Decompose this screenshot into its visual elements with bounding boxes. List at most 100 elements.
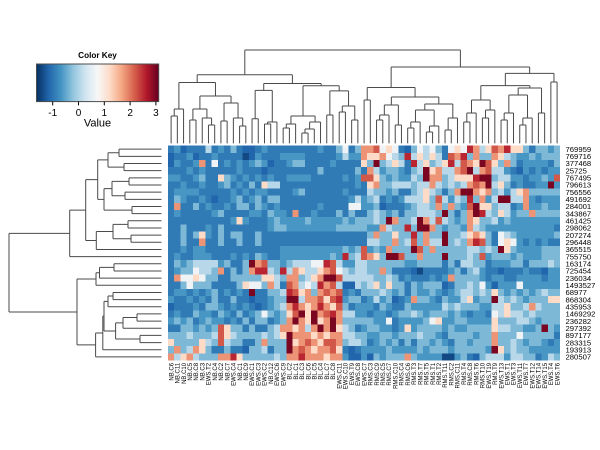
svg-text:236034: 236034 — [566, 274, 592, 283]
svg-text:NB.C10: NB.C10 — [182, 362, 188, 384]
svg-text:EWS.T9: EWS.T9 — [350, 362, 356, 385]
svg-text:298062: 298062 — [566, 224, 592, 233]
svg-text:EWS.T7: EWS.T7 — [524, 362, 530, 385]
svg-text:163174: 163174 — [566, 260, 592, 269]
svg-text:RMS.C2: RMS.C2 — [449, 362, 455, 385]
svg-text:RMS.C11: RMS.C11 — [456, 362, 462, 388]
svg-text:BL.C7: BL.C7 — [325, 362, 331, 379]
svg-text:EWS.T6: EWS.T6 — [555, 362, 561, 385]
svg-text:0: 0 — [76, 108, 82, 119]
svg-text:NB.C8: NB.C8 — [194, 362, 200, 380]
svg-text:767495: 767495 — [566, 174, 592, 183]
svg-text:EWS.C3: EWS.C3 — [256, 362, 262, 386]
svg-text:EWS.C7: EWS.C7 — [362, 362, 368, 386]
svg-text:NB.C5: NB.C5 — [188, 362, 194, 380]
svg-text:377468: 377468 — [566, 159, 592, 168]
svg-text:EWS.T15: EWS.T15 — [543, 362, 549, 388]
svg-text:RMS.C7: RMS.C7 — [387, 362, 393, 385]
svg-text:EWS.C11: EWS.C11 — [337, 362, 343, 389]
svg-text:BL.C6: BL.C6 — [306, 362, 312, 379]
svg-text:769959: 769959 — [566, 145, 592, 154]
svg-text:1469292: 1469292 — [566, 310, 596, 319]
svg-text:68977: 68977 — [566, 288, 587, 297]
svg-text:NB.C1: NB.C1 — [238, 362, 244, 380]
svg-text:1: 1 — [102, 108, 108, 119]
svg-text:BL.C2: BL.C2 — [288, 362, 294, 379]
svg-text:193913: 193913 — [566, 345, 592, 354]
svg-text:284001: 284001 — [566, 202, 592, 211]
svg-text:NB.C3: NB.C3 — [200, 362, 206, 380]
svg-text:EWS.T1: EWS.T1 — [505, 362, 511, 385]
svg-text:207274: 207274 — [566, 231, 592, 240]
svg-text:RMS.T5: RMS.T5 — [425, 362, 431, 385]
svg-text:3: 3 — [153, 108, 159, 119]
svg-text:EWS.C8: EWS.C8 — [356, 362, 362, 386]
svg-text:EWS.T4: EWS.T4 — [549, 362, 555, 385]
svg-text:283315: 283315 — [566, 338, 592, 347]
svg-text:296448: 296448 — [566, 238, 592, 247]
svg-text:725454: 725454 — [566, 267, 592, 276]
svg-text:RMS.C10: RMS.C10 — [393, 362, 399, 389]
svg-text:NB.C12: NB.C12 — [269, 362, 275, 384]
svg-text:-1: -1 — [48, 108, 57, 119]
svg-text:RMS.C9: RMS.C9 — [375, 362, 381, 385]
svg-text:EWS.T11: EWS.T11 — [518, 362, 524, 388]
svg-text:461425: 461425 — [566, 217, 592, 226]
svg-text:25725: 25725 — [566, 166, 587, 175]
svg-text:RMS.T10: RMS.T10 — [481, 362, 487, 388]
svg-text:297392: 297392 — [566, 324, 592, 333]
svg-text:RMS.C8: RMS.C8 — [468, 362, 474, 385]
svg-text:EWS.T12: EWS.T12 — [530, 362, 536, 388]
svg-text:RMS.T9: RMS.T9 — [493, 362, 499, 385]
svg-text:RMS.T2: RMS.T2 — [437, 362, 443, 385]
svg-text:435953: 435953 — [566, 303, 592, 312]
svg-text:BL.C5: BL.C5 — [313, 362, 319, 379]
svg-text:755750: 755750 — [566, 252, 592, 261]
svg-text:BL.C4: BL.C4 — [319, 362, 325, 379]
svg-text:RMS.C3: RMS.C3 — [369, 362, 375, 385]
svg-text:EWS.C6: EWS.C6 — [275, 362, 281, 386]
svg-text:EWS.C9: EWS.C9 — [281, 362, 287, 386]
svg-text:491692: 491692 — [566, 195, 592, 204]
svg-text:280507: 280507 — [566, 353, 592, 362]
svg-text:769716: 769716 — [566, 152, 592, 161]
svg-text:897177: 897177 — [566, 331, 592, 340]
svg-text:796613: 796613 — [566, 181, 592, 190]
svg-text:NB.C6: NB.C6 — [169, 362, 175, 380]
svg-text:NB.C2: NB.C2 — [219, 362, 225, 380]
svg-text:EWS.C4: EWS.C4 — [232, 362, 238, 386]
svg-text:EWS.C1: EWS.C1 — [250, 362, 256, 386]
svg-text:RMS.T6: RMS.T6 — [474, 362, 480, 385]
svg-text:365515: 365515 — [566, 245, 592, 254]
svg-text:RMS.C4: RMS.C4 — [400, 362, 406, 385]
svg-text:EWS.C10: EWS.C10 — [344, 362, 350, 389]
svg-text:NB.C11: NB.C11 — [176, 362, 182, 383]
svg-text:RMS.T3: RMS.T3 — [412, 362, 418, 385]
svg-text:RMS.T11: RMS.T11 — [443, 362, 449, 388]
svg-text:2: 2 — [127, 108, 133, 119]
svg-text:RMS.T1: RMS.T1 — [431, 362, 437, 385]
svg-text:236282: 236282 — [566, 317, 592, 326]
svg-text:868304: 868304 — [566, 295, 592, 304]
svg-text:EWS.T14: EWS.T14 — [537, 362, 543, 388]
svg-text:EWS.T19: EWS.T19 — [487, 362, 493, 388]
svg-text:NB.C7: NB.C7 — [225, 362, 231, 380]
svg-text:EWS.C2: EWS.C2 — [263, 362, 269, 386]
svg-text:EWS.T13: EWS.T13 — [499, 362, 505, 388]
svg-text:RMS.C6: RMS.C6 — [406, 362, 412, 385]
svg-text:RMS.T4: RMS.T4 — [462, 362, 468, 385]
svg-text:EWS.T3: EWS.T3 — [512, 362, 518, 385]
svg-text:343867: 343867 — [566, 209, 592, 218]
svg-text:NB.C9: NB.C9 — [244, 362, 250, 380]
svg-text:BL.C3: BL.C3 — [300, 362, 306, 379]
svg-text:RMS.C5: RMS.C5 — [381, 362, 387, 385]
svg-text:NB.C4: NB.C4 — [213, 362, 219, 380]
svg-text:1493527: 1493527 — [566, 281, 596, 290]
svg-text:Value: Value — [84, 118, 111, 130]
svg-text:EWS.T2: EWS.T2 — [207, 362, 213, 385]
svg-text:RMS.T7: RMS.T7 — [418, 362, 424, 385]
svg-text:BL.C8: BL.C8 — [331, 362, 337, 379]
svg-text:Color Key: Color Key — [78, 51, 117, 60]
svg-text:756556: 756556 — [566, 188, 592, 197]
svg-text:BL.C1: BL.C1 — [294, 362, 300, 379]
